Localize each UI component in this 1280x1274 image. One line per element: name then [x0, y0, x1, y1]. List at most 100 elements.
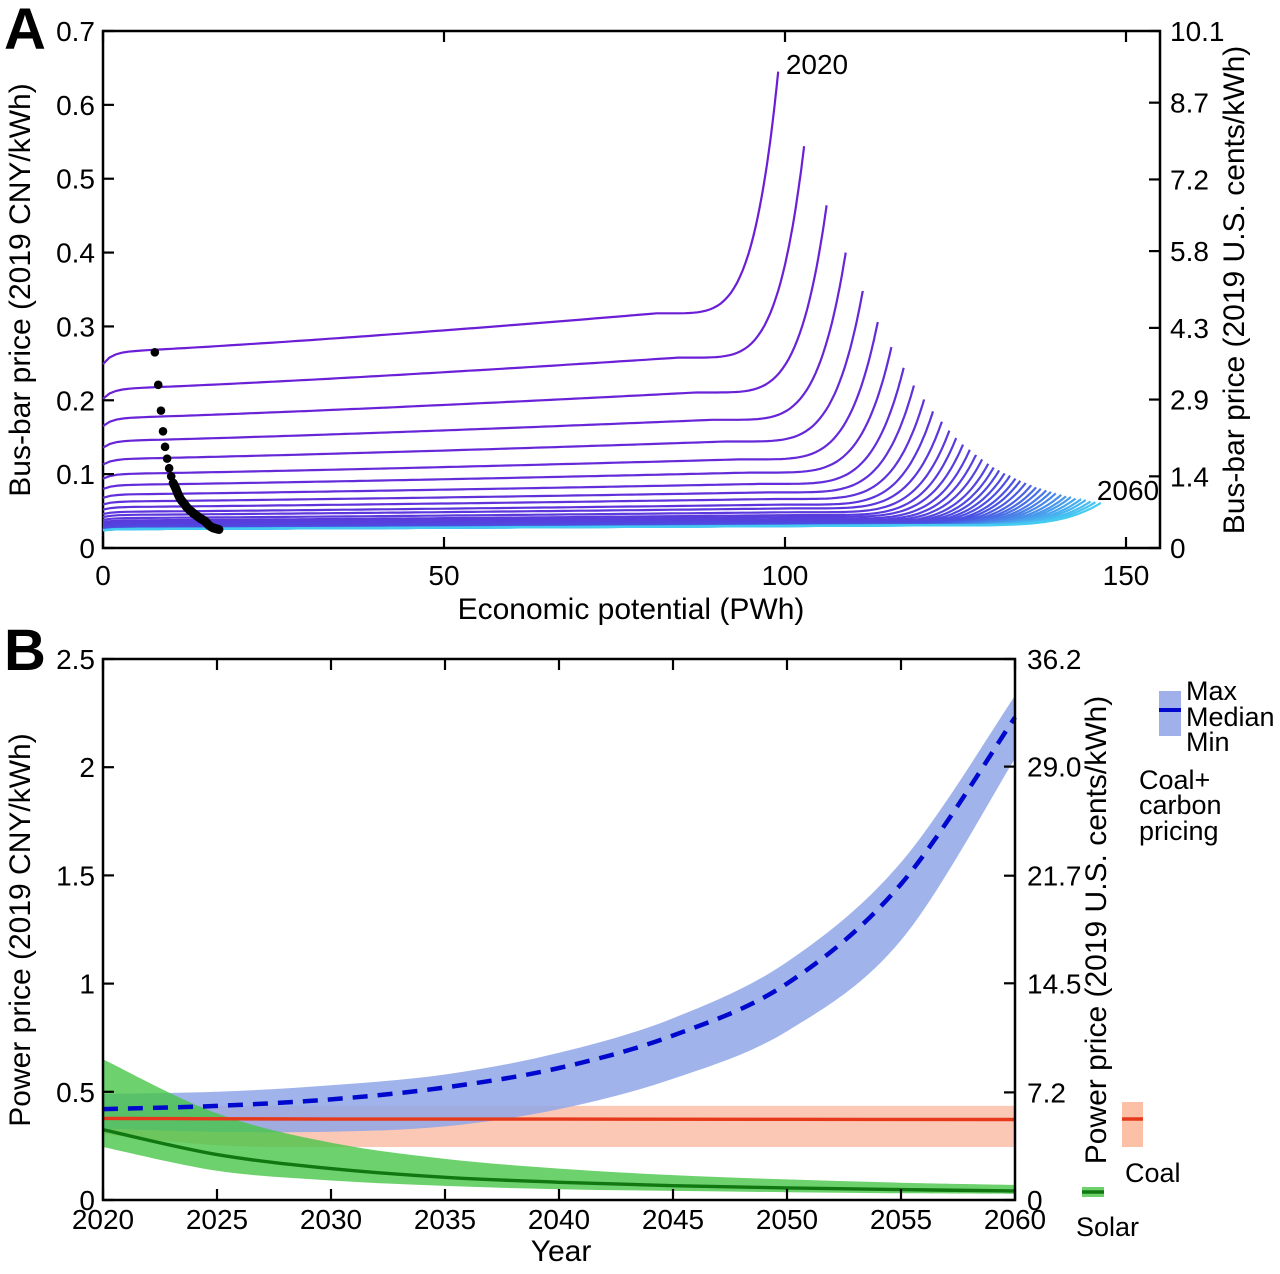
x-tick-label: 2025	[186, 1204, 248, 1235]
y-tick-label-right: 7.2	[1170, 164, 1209, 195]
panel-a-y-axis-title-left: Bus-bar price (2019 CNY/kWh)	[4, 83, 37, 496]
median-line-coal-carbon-pricing	[102, 716, 1017, 1112]
legend-label-coal-carbon: Coal+	[1139, 765, 1210, 795]
crossover-dot	[164, 463, 174, 473]
y-tick-label-left: 2.5	[56, 644, 95, 675]
legend-coal-swatch	[1122, 1102, 1143, 1147]
crossover-tail	[168, 478, 224, 534]
supply-curve-year-2027	[102, 367, 905, 499]
legend-band-swatch	[1159, 691, 1181, 736]
y-tick-label-right: 7.2	[1027, 1077, 1066, 1108]
x-tick-label: 2045	[642, 1204, 704, 1235]
panel-a-x-axis-title: Economic potential (PWh)	[458, 593, 805, 626]
supply-curve-year-2026	[102, 346, 893, 490]
median-line-solar	[102, 1128, 1016, 1193]
y-tick-label-left: 0.2	[56, 385, 95, 416]
supply-curve-year-2028	[102, 385, 915, 506]
crossover-dot	[160, 442, 170, 452]
panel-a-axes: 0 50 100 150 0 0.1 0.2 0.3 0.4 0.5 0.6 0.7 0 1.4 2.9 4.…	[56, 16, 1224, 591]
y-tick-label-right: 1.4	[1170, 461, 1209, 492]
y-tick-label-right: 29.0	[1027, 752, 1082, 783]
y-tick-label-left: 0.3	[56, 311, 95, 342]
band-solar	[103, 1059, 1015, 1194]
y-tick-label-left: 0.7	[56, 16, 95, 47]
x-tick-label: 100	[762, 560, 809, 591]
panel-b-y-axis-title-left: Power price (2019 CNY/kWh)	[4, 733, 37, 1126]
band-coal-carbon-pricing	[103, 695, 1015, 1133]
y-tick-label-left: 0	[79, 533, 95, 564]
y-tick-label-right: 10.1	[1170, 16, 1225, 47]
panel-a-frame	[101, 29, 1162, 550]
panel-b: 2020 2025 2030 2035 2040 2045 2050 2055 206000.5…	[4, 618, 1113, 1268]
legend-label-coal-carbon: carbon	[1139, 790, 1222, 820]
panel-a: 0 50 100 150 0 0.1 0.2 0.3 0.4 0.5 0.6 0.7 0 1.4 2.9 4.…	[4, 0, 1251, 626]
supply-curve-year-2020	[102, 71, 780, 365]
supply-curve-year-2033	[102, 437, 958, 524]
x-tick-label: 50	[428, 560, 459, 591]
crossover-dot	[156, 406, 166, 415]
supply-curve-year-2060	[102, 501, 1102, 532]
y-tick-label-right: 0	[1027, 1185, 1043, 1216]
x-tick-label: 2030	[300, 1204, 362, 1235]
panel-a-y-axis-title-right: Bus-bar price (2019 U.S. cents/kWh)	[1218, 46, 1251, 535]
y-tick-label-right: 36.2	[1027, 644, 1082, 675]
supply-curve-year-2022	[102, 205, 828, 428]
y-tick-label-right: 21.7	[1027, 861, 1082, 892]
median-line-coal	[102, 1116, 1016, 1122]
legend-label: Max	[1186, 676, 1238, 706]
crossover-dot	[158, 427, 168, 436]
panel-a-letter: A	[4, 0, 46, 62]
y-tick-label-left: 1	[79, 969, 95, 1000]
supply-curve-year-2021	[102, 146, 806, 400]
panel-b-axes: 2020 2025 2030 2035 2040 2045 2050 2055 206000.5…	[56, 644, 1081, 1235]
supply-curves	[102, 71, 1102, 532]
supply-curve-year-2030	[102, 411, 935, 516]
panel-b-letter: B	[4, 618, 46, 683]
legend-label: Min	[1186, 727, 1230, 757]
y-tick-label-right: 8.7	[1170, 88, 1209, 119]
y-tick-label-right: 14.5	[1027, 968, 1082, 999]
y-tick-label-left: 0	[79, 1185, 95, 1216]
x-tick-label: 2035	[414, 1204, 476, 1235]
crossover-dot	[153, 380, 163, 390]
y-tick-label-left: 2	[79, 752, 95, 783]
x-tick-label: 2040	[528, 1204, 590, 1235]
x-tick-label: 0	[95, 560, 111, 591]
x-tick-label: 2060	[984, 1204, 1046, 1235]
x-tick-label: 2020	[72, 1204, 134, 1235]
y-tick-label-right: 5.8	[1170, 236, 1209, 267]
x-tick-label: 150	[1103, 560, 1150, 591]
x-tick-label: 2055	[870, 1204, 932, 1235]
panel-b-y-axis-title-right: Power price (2019 U.S. cents/kWh)	[1080, 696, 1113, 1165]
panel-b-x-axis-title: Year	[531, 1235, 592, 1268]
crossover-dot	[162, 454, 172, 463]
legend-label-solar: Solar	[1076, 1212, 1139, 1242]
y-tick-label-left: 0.5	[56, 164, 95, 195]
y-tick-label-left: 0.4	[56, 238, 95, 269]
supply-curve-year-2032	[102, 430, 951, 521]
supply-curve-year-2035	[102, 449, 971, 527]
y-tick-label-right: 4.3	[1170, 313, 1209, 344]
curve-year-annotation: 2020	[786, 49, 848, 80]
y-tick-label-left: 1.5	[56, 860, 95, 891]
legend-label: Median	[1186, 702, 1275, 732]
y-tick-label-left: 0.5	[56, 1077, 95, 1108]
legend-label-coal-carbon: pricing	[1139, 816, 1219, 846]
supply-curve-year-2025	[102, 321, 879, 480]
y-tick-label-right: 2.9	[1170, 385, 1209, 416]
y-tick-label-right: 0	[1170, 533, 1186, 564]
legend-label-coal: Coal	[1125, 1158, 1181, 1188]
supply-curve-year-2029	[102, 399, 926, 511]
y-tick-label-left: 0.6	[56, 90, 95, 121]
crossover-markers	[150, 347, 224, 534]
crossover-dot	[150, 347, 160, 357]
x-tick-label: 2050	[756, 1204, 818, 1235]
supply-curve-year-2031	[102, 421, 943, 519]
y-tick-label-left: 0.1	[56, 459, 95, 490]
supply-curve-year-2034	[102, 444, 965, 525]
supply-curve-year-2023	[102, 252, 847, 449]
curve-year-annotation: 2060	[1097, 475, 1159, 506]
